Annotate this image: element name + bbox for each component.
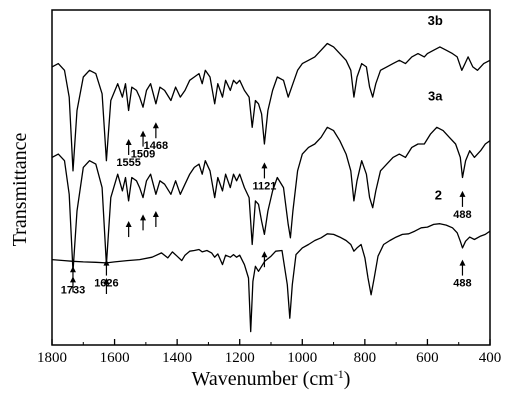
plot-frame bbox=[51, 9, 491, 346]
peak-arrow bbox=[140, 130, 147, 137]
series-line-3b bbox=[51, 42, 491, 172]
x-tick-label: 400 bbox=[479, 350, 502, 366]
x-tick-label: 1400 bbox=[162, 350, 192, 366]
peak-arrow bbox=[69, 276, 76, 283]
peak-arrow bbox=[152, 211, 159, 217]
series-label-2: 2 bbox=[435, 187, 442, 202]
peak-arrow bbox=[261, 251, 268, 258]
peak-arrow bbox=[103, 259, 110, 266]
series-line-2 bbox=[51, 223, 491, 333]
peak-arrow bbox=[261, 162, 268, 169]
peak-arrow bbox=[140, 214, 147, 221]
peak-label: 1468 bbox=[144, 140, 168, 152]
x-axis-ticks: 1800 1600 1400 1200 1000 800 600 400 bbox=[37, 339, 501, 366]
y-axis-label: Transmittance bbox=[9, 133, 31, 247]
peak-label: 488 bbox=[453, 209, 471, 221]
x-tick-label: 1600 bbox=[100, 350, 130, 366]
peak-label: 1509 bbox=[131, 149, 155, 161]
peak-label: 1555 bbox=[116, 157, 140, 169]
spectra-group bbox=[51, 42, 491, 333]
peak-arrow bbox=[125, 221, 132, 228]
series-label-3a: 3a bbox=[428, 88, 443, 103]
peak-label: 1121 bbox=[252, 180, 276, 192]
x-tick-label: 1800 bbox=[37, 350, 67, 366]
peak-arrow bbox=[69, 266, 76, 273]
x-tick-label: 1000 bbox=[287, 350, 317, 366]
x-tick-label: 600 bbox=[416, 350, 439, 366]
peak-arrow bbox=[152, 122, 159, 129]
peak-arrow bbox=[103, 278, 110, 284]
peak-arrow bbox=[459, 259, 466, 266]
x-axis-label: Wavenumber (cm-1) bbox=[192, 367, 351, 390]
peak-label: 488 bbox=[453, 278, 471, 290]
peak-arrow bbox=[459, 190, 466, 197]
x-tick-label: 800 bbox=[354, 350, 377, 366]
annotations-group: 3b3a2173316261555150914681121488488 bbox=[61, 13, 472, 296]
series-line-3a bbox=[51, 126, 491, 272]
x-tick-label: 1200 bbox=[225, 350, 255, 366]
peak-arrow bbox=[125, 138, 132, 145]
series-label-3b: 3b bbox=[428, 13, 443, 28]
